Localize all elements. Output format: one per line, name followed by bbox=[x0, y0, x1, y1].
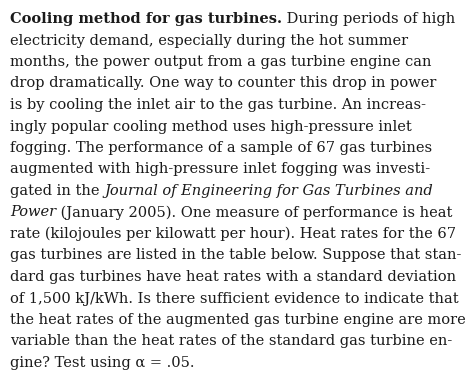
Text: gated in the: gated in the bbox=[10, 184, 104, 198]
Text: variable than the heat rates of the standard gas turbine en-: variable than the heat rates of the stan… bbox=[10, 335, 452, 348]
Text: Cooling method for gas turbines.: Cooling method for gas turbines. bbox=[10, 12, 282, 26]
Text: electricity demand, especially during the hot summer: electricity demand, especially during th… bbox=[10, 33, 408, 47]
Text: fogging. The performance of a sample of 67 gas turbines: fogging. The performance of a sample of … bbox=[10, 141, 432, 155]
Text: (January 2005). One measure of performance is heat: (January 2005). One measure of performan… bbox=[56, 206, 453, 220]
Text: drop dramatically. One way to counter this drop in power: drop dramatically. One way to counter th… bbox=[10, 77, 437, 90]
Text: the heat rates of the augmented gas turbine engine are more: the heat rates of the augmented gas turb… bbox=[10, 313, 466, 327]
Text: Power: Power bbox=[10, 206, 56, 219]
Text: gas turbines are listed in the table below. Suppose that stan-: gas turbines are listed in the table bel… bbox=[10, 248, 461, 263]
Text: augmented with high-pressure inlet fogging was investi-: augmented with high-pressure inlet foggi… bbox=[10, 162, 430, 176]
Text: of 1,500 kJ/kWh. Is there sufficient evidence to indicate that: of 1,500 kJ/kWh. Is there sufficient evi… bbox=[10, 291, 459, 306]
Text: During periods of high: During periods of high bbox=[282, 12, 455, 26]
Text: gine? Test using α = .05.: gine? Test using α = .05. bbox=[10, 356, 194, 370]
Text: ingly popular cooling method uses high-pressure inlet: ingly popular cooling method uses high-p… bbox=[10, 119, 412, 134]
Text: rate (kilojoules per kilowatt per hour). Heat rates for the 67: rate (kilojoules per kilowatt per hour).… bbox=[10, 227, 456, 241]
Text: months, the power output from a gas turbine engine can: months, the power output from a gas turb… bbox=[10, 55, 431, 69]
Text: Journal of Engineering for Gas Turbines and: Journal of Engineering for Gas Turbines … bbox=[104, 184, 433, 198]
Text: is by cooling the inlet air to the gas turbine. An increas-: is by cooling the inlet air to the gas t… bbox=[10, 98, 426, 112]
Text: dard gas turbines have heat rates with a standard deviation: dard gas turbines have heat rates with a… bbox=[10, 270, 456, 284]
